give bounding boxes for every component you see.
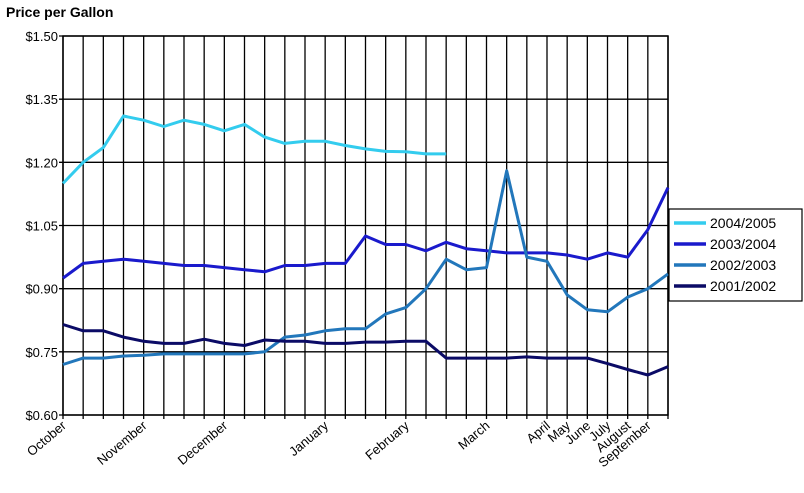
x-tick-label: March [455,418,492,453]
chart-series [61,114,670,377]
legend-label: 2002/2003 [710,257,776,273]
y-tick-label: $0.60 [25,408,58,423]
series-line-2002-2003 [62,169,669,366]
series-line-2003-2004 [62,186,670,280]
legend-label: 2001/2002 [710,278,776,294]
y-tick-label: $1.20 [25,155,58,170]
legend-label: 2004/2005 [710,215,776,231]
legend-label: 2003/2004 [710,236,776,252]
chart-title: Price per Gallon [6,4,113,20]
y-axis-ticks: $0.60 $0.75 $0.90 $1.05 $1.20 $1.35 $1.50 [25,29,58,423]
y-tick-label: $1.50 [25,29,58,44]
series-line-2001-2002 [62,323,669,377]
y-tick-label: $1.05 [25,219,58,234]
series-line-2004-2005 [61,114,447,185]
x-tick-label: February [362,417,412,462]
x-tick-label: October [24,417,70,459]
y-tick-label: $0.90 [25,282,58,297]
y-tick-label: $0.75 [25,345,58,360]
x-axis-ticks: October November December January February Ma… [24,417,654,470]
x-tick-label: November [94,417,150,467]
x-tick-label: January [286,417,331,459]
y-tick-label: $1.35 [25,92,58,107]
chart-grid [59,35,669,419]
x-tick-label: December [175,417,231,467]
chart-legend: 2004/2005 2003/2004 2002/2003 2001/2002 [668,208,803,302]
